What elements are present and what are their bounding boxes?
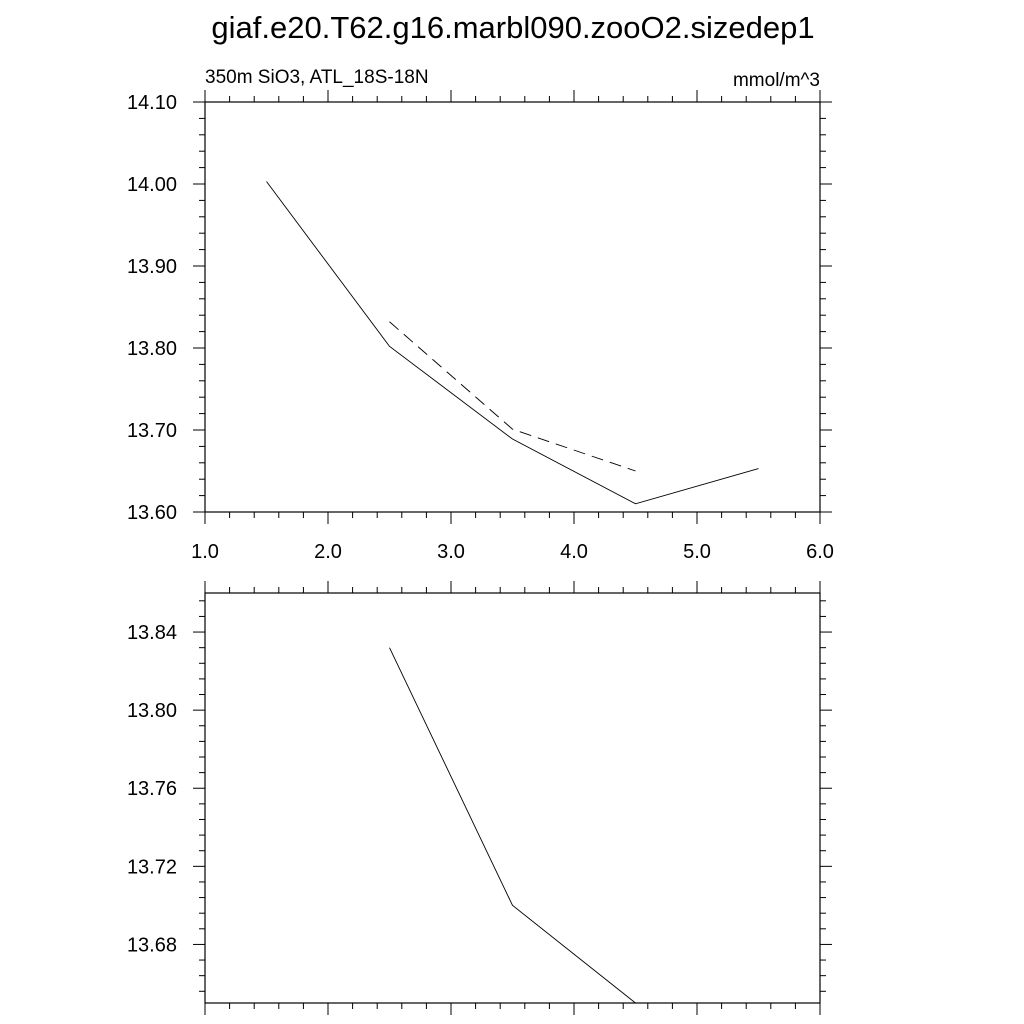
bottom-panel-series — [389, 647, 636, 1004]
bottom-y-tick-label: 13.84 — [127, 622, 177, 644]
figure-title: giaf.e20.T62.g16.marbl090.zooO2.sizedep1 — [211, 10, 814, 45]
top-series-dashed-line — [389, 321, 636, 472]
top-y-tick-label: 13.90 — [127, 256, 177, 278]
top-y-tick-label: 13.80 — [127, 338, 177, 360]
top-x-tick-label: 2.0 — [314, 541, 342, 563]
top-x-tick-label: 1.0 — [191, 541, 219, 563]
top-panel-ticks: 1.0 2.0 3.0 4.0 5.0 6.0 13.60 13.70 13.80 13.90 14… — [127, 90, 834, 563]
top-x-tick-label: 4.0 — [560, 541, 588, 563]
top-panel-left-label: 350m SiO3, ATL_18S-18N — [205, 67, 429, 88]
top-panel-units-label: mmol/m^3 — [733, 70, 820, 91]
bottom-panel-frame — [204, 592, 821, 1004]
bottom-y-tick-label: 13.68 — [127, 934, 177, 956]
bottom-panel: 13.68 13.72 13.76 13.80 13.84 — [127, 581, 832, 1015]
bottom-y-tick-label: 13.80 — [127, 700, 177, 722]
bottom-series-solid-line — [389, 647, 636, 1004]
top-panel-frame — [204, 101, 821, 513]
top-series-solid-line — [266, 181, 759, 505]
top-x-tick-label: 3.0 — [437, 541, 465, 563]
bottom-panel-ticks: 13.68 13.72 13.76 13.80 13.84 — [127, 581, 832, 1015]
top-x-tick-label: 5.0 — [683, 541, 711, 563]
bottom-y-tick-label: 13.72 — [127, 856, 177, 878]
top-panel: 350m SiO3, ATL_18S-18N mmol/m^3 1.0 2.0 3.… — [127, 67, 834, 563]
top-y-tick-label: 13.60 — [127, 502, 177, 524]
top-y-tick-label: 14.00 — [127, 174, 177, 196]
top-y-tick-label: 14.10 — [127, 92, 177, 114]
top-panel-series — [266, 181, 759, 505]
bottom-y-tick-label: 13.76 — [127, 778, 177, 800]
top-y-tick-label: 13.70 — [127, 420, 177, 442]
top-x-tick-label: 6.0 — [806, 541, 834, 563]
